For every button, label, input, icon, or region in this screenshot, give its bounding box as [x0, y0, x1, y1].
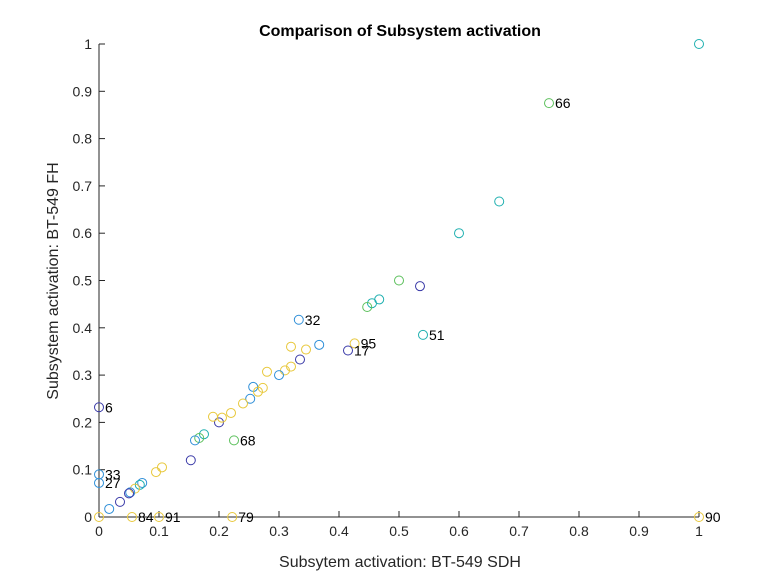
y-tick-label: 0: [84, 509, 92, 525]
data-point: [154, 512, 164, 522]
data-point: [253, 386, 263, 397]
data-point: [229, 435, 239, 446]
data-point: [544, 98, 554, 109]
data-point: [349, 338, 360, 349]
data-point: [394, 275, 404, 286]
point-label: 90: [705, 509, 721, 525]
data-point: [314, 339, 325, 350]
data-point: [157, 462, 167, 473]
y-tick-label: 0.4: [73, 320, 93, 336]
y-axis-title: Subsystem activation: BT-549 FH: [45, 162, 62, 399]
x-tick-label: 0.1: [149, 523, 169, 539]
data-point: [227, 512, 238, 522]
x-tick-label: 0.7: [509, 523, 529, 539]
y-tick-label: 0.3: [73, 367, 93, 383]
data-point: [274, 370, 284, 381]
data-point: [694, 39, 704, 49]
y-tick-label: 0.9: [73, 83, 93, 99]
point-label: 66: [555, 95, 571, 111]
data-point: [694, 512, 704, 522]
x-tick-label: 0.2: [209, 523, 229, 539]
data-point: [104, 503, 115, 514]
data-point: [137, 477, 148, 488]
x-axis-title: Subsytem activation: BT-549 SDH: [279, 554, 521, 571]
point-label: 79: [238, 509, 254, 525]
y-tick-label: 0.8: [73, 131, 93, 147]
data-point: [415, 281, 425, 292]
x-tick-label: 0.9: [629, 523, 649, 539]
data-point: [362, 301, 373, 312]
data-points: [94, 39, 704, 522]
data-point: [343, 345, 353, 356]
data-point: [262, 366, 272, 377]
y-tick-label: 0.2: [73, 414, 93, 430]
x-tick-label: 0: [95, 523, 103, 539]
data-point: [124, 488, 134, 499]
point-label: 33: [105, 466, 121, 482]
x-tick-label: 0.8: [569, 523, 589, 539]
data-point: [125, 487, 136, 498]
axes: [98, 44, 699, 518]
x-axis-ticks: 0 0.1 0.2 0.3 0.4 0.5 0.6 0.7 0.8 0.9 1: [95, 511, 703, 539]
point-label: 27: [105, 475, 121, 491]
point-label: 17: [354, 343, 370, 359]
x-tick-label: 0.5: [389, 523, 409, 539]
data-point: [286, 361, 296, 372]
y-tick-label: 1: [84, 36, 92, 52]
data-point: [185, 455, 196, 466]
data-point: [238, 398, 248, 409]
data-point: [208, 411, 218, 422]
data-point: [94, 402, 104, 413]
x-tick-label: 0.4: [329, 523, 349, 539]
data-point: [245, 393, 256, 404]
data-point: [226, 407, 236, 418]
data-point: [301, 344, 311, 355]
y-tick-label: 0.5: [73, 273, 93, 289]
y-axis-ticks: 0 0.1 0.2 0.3 0.4 0.5 0.6 0.7 0.8 0.9 1: [73, 36, 105, 525]
data-point: [94, 477, 104, 488]
data-point: [190, 435, 200, 446]
data-point: [115, 496, 125, 507]
x-tick-label: 0.3: [269, 523, 289, 539]
data-point: [127, 512, 137, 522]
data-point: [494, 196, 505, 207]
point-label: 51: [429, 327, 445, 343]
y-tick-label: 0.1: [73, 462, 93, 478]
data-point: [286, 341, 296, 352]
point-label: 91: [165, 509, 181, 525]
data-point: [418, 329, 428, 340]
point-label: 95: [361, 335, 377, 351]
data-point: [454, 228, 464, 239]
point-label: 68: [240, 432, 256, 448]
chart-title: Comparison of Subsystem activation: [259, 23, 541, 40]
x-tick-label: 1: [695, 523, 703, 539]
x-tick-label: 0.6: [449, 523, 469, 539]
y-tick-label: 0.7: [73, 178, 93, 194]
point-label: 32: [305, 312, 321, 328]
data-point: [293, 314, 304, 325]
data-point: [94, 512, 104, 522]
data-point: [151, 467, 161, 478]
data-point: [295, 354, 305, 365]
point-label: 6: [105, 399, 113, 415]
point-label: 84: [138, 509, 154, 525]
data-point: [248, 381, 259, 392]
y-tick-label: 0.6: [73, 225, 93, 241]
